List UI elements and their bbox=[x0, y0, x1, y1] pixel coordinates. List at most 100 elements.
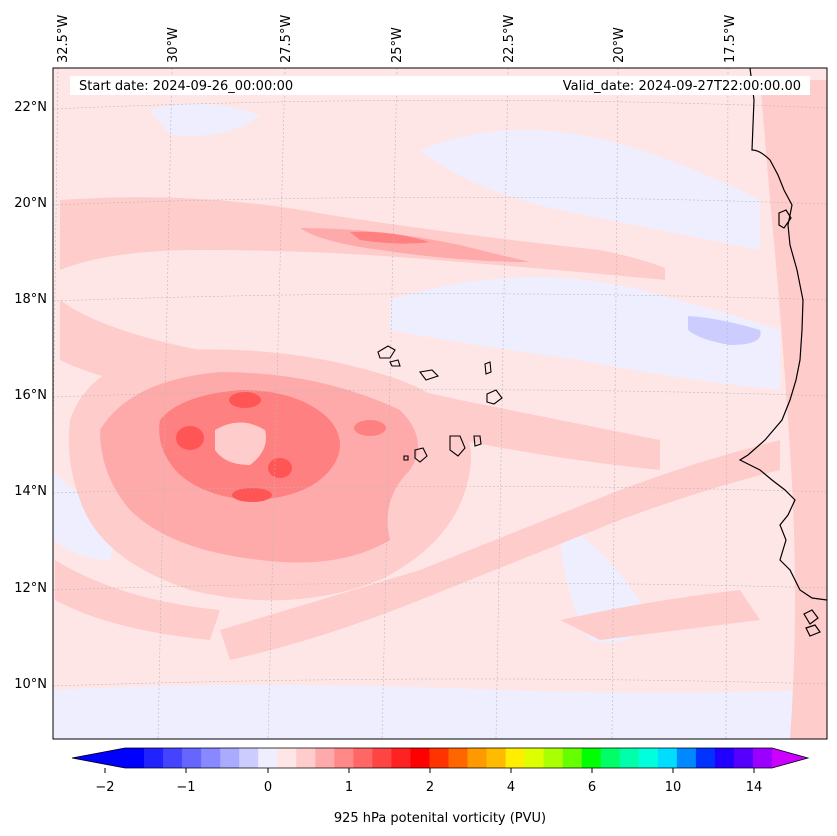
island bbox=[805, 624, 821, 637]
island bbox=[778, 209, 792, 229]
cyclone-core bbox=[268, 458, 292, 478]
colorbar-segment bbox=[448, 748, 468, 768]
island bbox=[419, 369, 440, 381]
colorbar-segment bbox=[258, 748, 278, 768]
positive-band bbox=[560, 590, 760, 640]
map-panel: Start date: 2024-09-26_00:00:00 Valid_da… bbox=[52, 67, 828, 740]
lon-label: 22.5°W bbox=[502, 15, 517, 63]
lat-label: 14°N bbox=[14, 484, 47, 499]
lat-label: 22°N bbox=[14, 100, 47, 115]
colorbar-segment bbox=[163, 748, 183, 768]
colorbar-segment bbox=[543, 748, 564, 768]
lon-label: 20°W bbox=[612, 27, 627, 63]
positive-band bbox=[760, 80, 827, 739]
colorbar-segment bbox=[144, 748, 164, 768]
island bbox=[803, 609, 819, 625]
colorbar: −2 −1 0 1 2 4 6 10 14 925 hPa potenital … bbox=[71, 747, 810, 826]
colorbar-segments bbox=[125, 748, 773, 768]
cyclone-core bbox=[229, 392, 261, 408]
cyclone-eye bbox=[215, 422, 266, 465]
lat-label: 16°N bbox=[14, 388, 47, 403]
island bbox=[389, 359, 401, 367]
colorbar-segment bbox=[657, 748, 678, 768]
positive-band bbox=[55, 560, 220, 640]
colorbar-segment bbox=[467, 748, 487, 768]
colorbar-tick-label: 10 bbox=[665, 780, 682, 795]
start-date-label: Start date: 2024-09-26_00:00:00 bbox=[79, 79, 293, 94]
colorbar-segment bbox=[695, 748, 716, 768]
latitude-labels: 22°N 20°N 18°N 16°N 14°N 12°N 10°N bbox=[14, 100, 47, 692]
colorbar-segment bbox=[315, 748, 335, 768]
colorbar-tick-label: 14 bbox=[746, 780, 763, 795]
colorbar-segment bbox=[220, 748, 240, 768]
colorbar-segment bbox=[239, 748, 259, 768]
island bbox=[377, 345, 396, 359]
colorbar-tick-label: 0 bbox=[264, 780, 272, 795]
island bbox=[403, 455, 409, 461]
island bbox=[414, 447, 428, 463]
lat-label: 18°N bbox=[14, 292, 47, 307]
colorbar-segment bbox=[372, 748, 392, 768]
colorbar-segment bbox=[619, 748, 640, 768]
colorbar-segment bbox=[277, 748, 297, 768]
colorbar-tick-label: 2 bbox=[426, 780, 434, 795]
colorbar-ticks bbox=[104, 768, 755, 773]
colorbar-segment bbox=[486, 748, 506, 768]
coastline bbox=[738, 68, 827, 637]
colorbar-extend-right bbox=[772, 748, 808, 768]
positive-band bbox=[350, 231, 430, 244]
longitude-labels: 32.5°W 30°W 27.5°W 25°W 22.5°W 20°W 17.5… bbox=[56, 15, 738, 63]
colorbar-segment bbox=[733, 748, 754, 768]
positive-band bbox=[220, 440, 780, 660]
colorbar-segment bbox=[562, 748, 583, 768]
colorbar-title: 925 hPa potenital vorticity (PVU) bbox=[334, 811, 546, 826]
lon-label: 25°W bbox=[390, 27, 405, 63]
colorbar-segment bbox=[714, 748, 735, 768]
colorbar-tick-label: −2 bbox=[95, 780, 114, 795]
map-frame bbox=[52, 67, 828, 740]
negative-region bbox=[688, 316, 761, 345]
vorticity-field bbox=[53, 80, 827, 739]
colorbar-segment bbox=[334, 748, 354, 768]
cyclone-core bbox=[176, 426, 204, 450]
island bbox=[484, 361, 492, 375]
colorbar-segment bbox=[391, 748, 411, 768]
colorbar-segment bbox=[524, 748, 545, 768]
negative-region bbox=[390, 277, 780, 390]
lat-label: 20°N bbox=[14, 196, 47, 211]
colorbar-tick-label: 1 bbox=[345, 780, 353, 795]
colorbar-segment bbox=[676, 748, 697, 768]
lon-label: 32.5°W bbox=[56, 15, 71, 63]
cape-verde-islands bbox=[377, 345, 503, 463]
date-info-box bbox=[70, 76, 810, 95]
cyclone-core bbox=[354, 420, 386, 436]
colorbar-segment bbox=[752, 748, 773, 768]
negative-region bbox=[53, 685, 827, 739]
colorbar-segment bbox=[410, 748, 430, 768]
colorbar-segment bbox=[581, 748, 602, 768]
lon-label: 27.5°W bbox=[279, 15, 294, 63]
negative-region bbox=[150, 103, 260, 136]
colorbar-segment bbox=[201, 748, 221, 768]
colorbar-segment bbox=[429, 748, 449, 768]
colorbar-segment bbox=[638, 748, 659, 768]
colorbar-tick-label: −1 bbox=[176, 780, 195, 795]
colorbar-tick-label: 6 bbox=[588, 780, 596, 795]
colorbar-tick-label: 4 bbox=[507, 780, 515, 795]
colorbar-segment bbox=[125, 748, 145, 768]
colorbar-outline bbox=[71, 747, 810, 769]
cyclone-core bbox=[232, 488, 272, 502]
colorbar-extend-left bbox=[72, 748, 125, 768]
colorbar-segment bbox=[505, 748, 526, 768]
africa-coastline bbox=[738, 68, 827, 601]
lat-label: 12°N bbox=[14, 581, 47, 596]
island bbox=[449, 435, 466, 457]
negative-region bbox=[420, 130, 760, 250]
colorbar-tick-labels: −2 −1 0 1 2 4 6 10 14 bbox=[95, 780, 762, 795]
lon-label: 17.5°W bbox=[723, 15, 738, 63]
colorbar-segment bbox=[182, 748, 202, 768]
colorbar-segment bbox=[353, 748, 373, 768]
island bbox=[473, 435, 482, 447]
colorbar-segment bbox=[296, 748, 316, 768]
